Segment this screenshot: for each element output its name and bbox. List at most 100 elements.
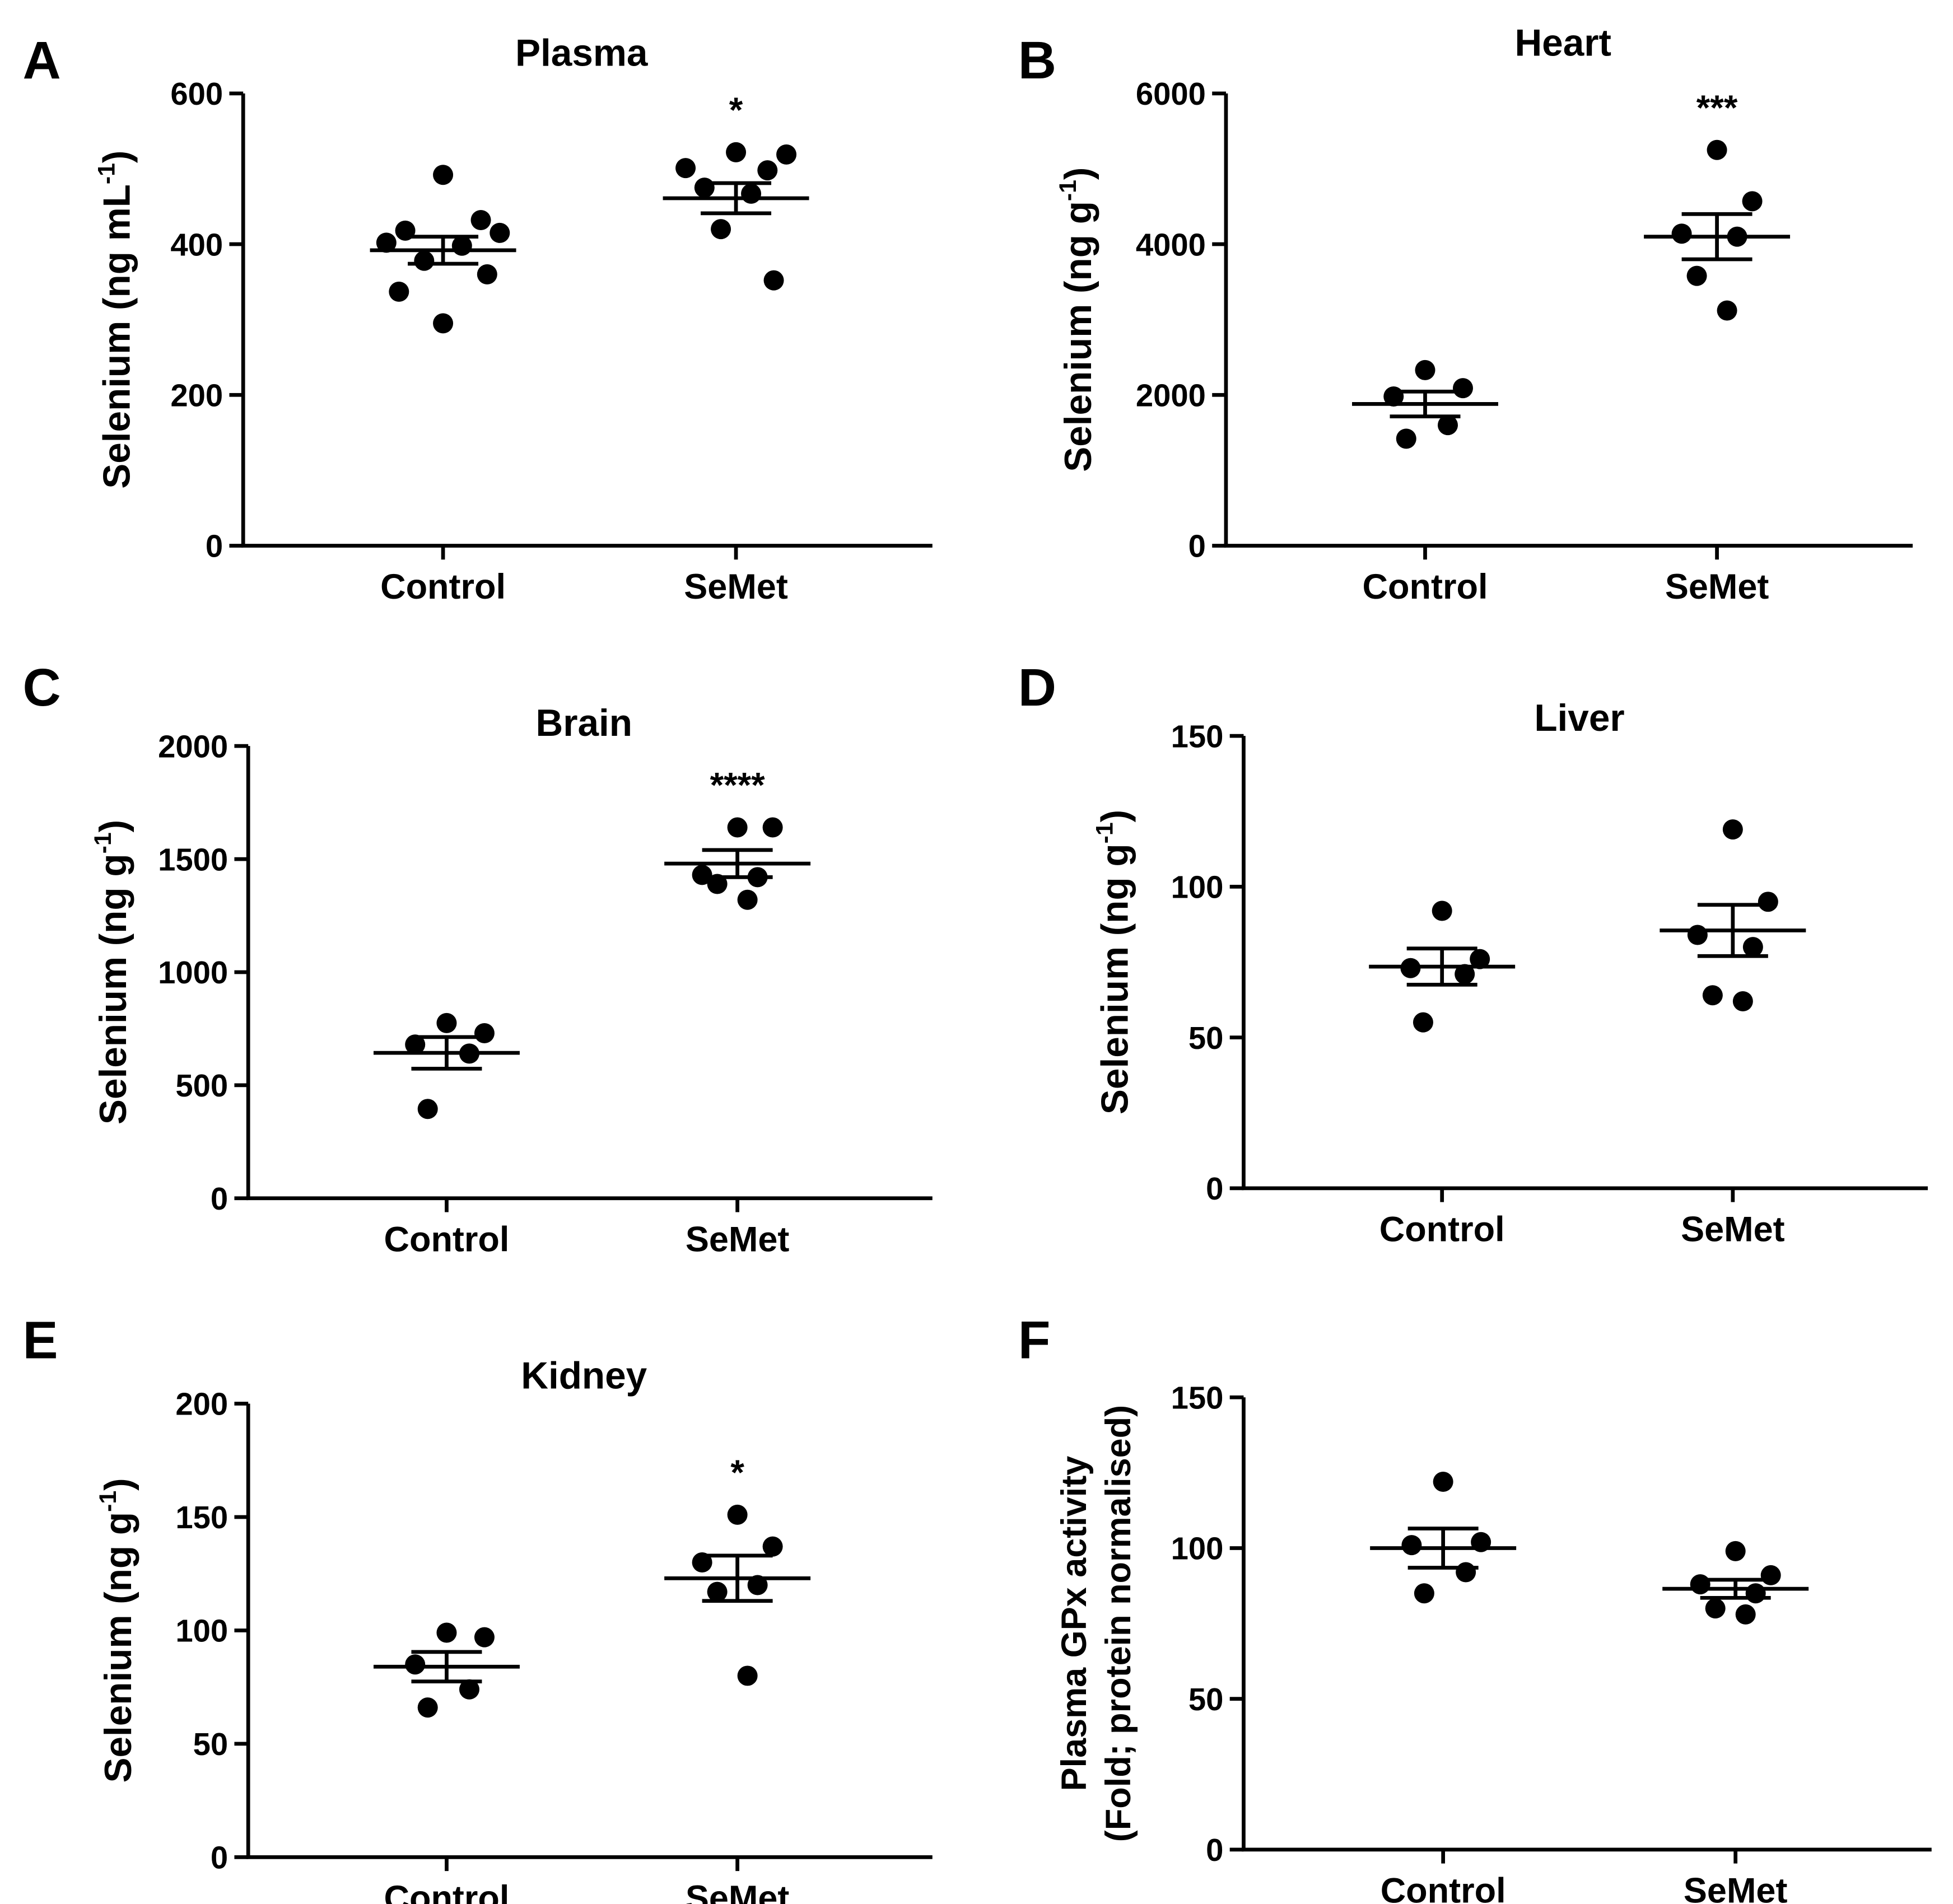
data-point [1414,1583,1434,1604]
data-point [1671,223,1692,244]
y-tick-label: 50 [193,1726,229,1762]
data-point [1455,964,1475,984]
chart-title: Brain [535,702,632,744]
data-point [490,222,510,243]
y-tick-label: 500 [175,1068,228,1103]
data-point [762,817,783,838]
data-point [1705,1598,1726,1619]
series-semet: *** [1644,88,1791,321]
data-point [1717,300,1737,321]
series-semet [1662,1541,1809,1625]
series-semet: **** [664,766,811,910]
data-point [1456,1562,1476,1583]
data-point [433,313,454,334]
chart-title: Heart [1514,22,1611,64]
series-semet [1660,819,1806,1011]
x-tick-label: SeMet [1684,1871,1788,1904]
data-point [694,178,715,198]
y-axis-label: Plasma GPx activity [1055,1456,1094,1791]
panel-d: D Liver 0 50 100 150 Control SeMet Selenium (ng … [1018,658,1928,1249]
x-tick-label: SeMet [686,1879,790,1904]
y-tick-label: 150 [1171,718,1224,754]
data-point [1745,1583,1766,1604]
y-axis-label-line2: (Fold; protein normalised) [1099,1405,1138,1842]
data-point [763,270,784,291]
chart-title: Kidney [521,1355,647,1397]
y-axis-label: Selenium (ng g-1) [90,820,134,1124]
panel-e: E Kidney 0 50 100 150 200 Control SeMet Selenium … [22,1311,933,1904]
data-point [1415,360,1435,380]
data-point [436,1622,457,1643]
y-tick-label: 2000 [158,729,228,764]
y-tick-label: 100 [1171,870,1224,905]
series-semet: * [664,1453,811,1686]
x-tick-label: SeMet [1665,567,1769,606]
data-point [741,183,762,204]
panel-label: A [22,31,60,90]
y-tick-label: 4000 [1136,227,1206,262]
x-tick-label: Control [1379,1210,1505,1249]
chart-title: Liver [1534,697,1624,739]
data-point [1742,937,1763,958]
data-point [1452,378,1473,399]
data-point [1725,1541,1746,1561]
data-point [1433,1472,1453,1492]
y-axis-label: Selenium (ng g-1) [95,1478,139,1782]
data-point [707,1581,728,1602]
y-axis-label: Selenium (ng mL-1) [94,151,138,489]
data-point [1707,139,1727,160]
y-axis-label: Selenium (ng g-1) [1091,810,1136,1114]
data-point [405,1034,426,1055]
data-point [1732,991,1753,1011]
y-axis-label: Selenium (ng g-1) [1055,167,1099,472]
panel-label: F [1018,1311,1051,1370]
x-tick-label: SeMet [1681,1210,1785,1249]
data-point [436,1012,457,1033]
y-tick-label: 150 [175,1500,228,1535]
y-tick-label: 2000 [1136,378,1206,413]
panel-label: D [1018,658,1056,717]
data-point [737,889,758,910]
panel-label: B [1018,31,1056,90]
data-point [776,144,797,165]
series-control [373,1012,520,1119]
data-point [1742,191,1763,212]
x-tick-label: Control [384,1879,509,1904]
data-point [737,1665,758,1686]
chart-title: Plasma [515,32,648,74]
data-point [417,1099,438,1119]
data-point [474,1023,495,1044]
series-control [1369,900,1516,1033]
data-point [1396,428,1416,449]
y-tick-label: 0 [1188,529,1206,564]
panel-b: B Heart 0 2000 4000 6000 Control SeMet Selenium … [1018,22,1913,606]
y-tick-label: 1000 [158,955,228,990]
y-tick-label: 1500 [158,842,228,877]
data-point [470,209,491,230]
significance-label: *** [1696,88,1738,128]
data-point [692,865,712,885]
x-tick-label: Control [384,1220,509,1259]
y-tick-label: 100 [1171,1531,1224,1566]
data-point [376,232,397,253]
data-point [711,219,731,240]
data-point [1702,985,1723,1006]
x-tick-label: SeMet [686,1220,790,1259]
x-tick-label: Control [1363,567,1488,606]
significance-label: * [729,91,743,130]
y-tick-label: 600 [170,76,223,111]
y-tick-label: 200 [170,378,223,413]
y-tick-label: 200 [175,1387,228,1422]
y-tick-label: 0 [206,529,223,564]
panel-a: A Plasma 0 200 400 600 Control SeMet Selenium (n… [22,31,933,606]
series-control [370,165,516,334]
data-point [1758,892,1778,912]
y-tick-label: 0 [1206,1832,1223,1868]
panel-label: C [22,658,60,717]
panel-f: F 0 50 100 150 Control SeMet Plasma GPx activit… [1018,1311,1932,1904]
data-point [1760,1565,1781,1585]
series-semet: * [663,91,809,291]
series-control [1352,360,1498,449]
data-point [727,1504,748,1525]
